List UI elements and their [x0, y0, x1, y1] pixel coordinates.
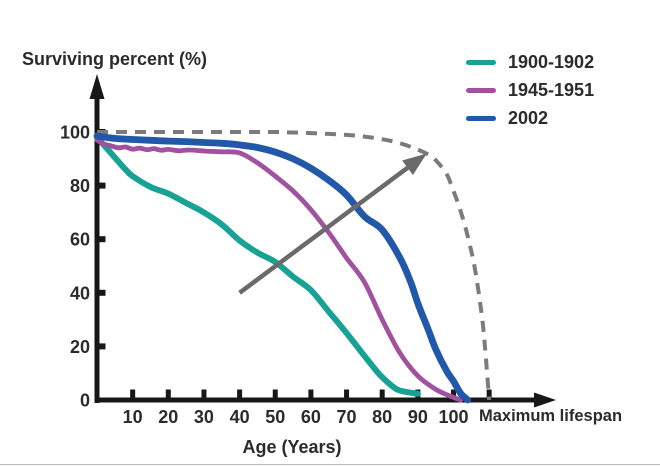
- y-axis-title: Surviving percent (%): [22, 49, 208, 69]
- legend-item-1900-1902: 1900-1902: [466, 48, 594, 76]
- x-tick-label: 70: [337, 407, 357, 427]
- legend-label: 2002: [508, 108, 549, 128]
- x-tick-label: 30: [194, 407, 214, 427]
- x-tick-label: 20: [158, 407, 178, 427]
- x-tick-label: 50: [265, 407, 285, 427]
- x-tick-label: 40: [230, 407, 250, 427]
- x-axis-arrowhead: [534, 392, 556, 408]
- x-tick-label: 100: [438, 407, 468, 427]
- x-tick-label: 10: [123, 407, 143, 427]
- y-axis-arrowhead: [89, 74, 105, 99]
- legend-item-1945-1951: 1945-1951: [466, 76, 594, 104]
- legend-swatch: [466, 115, 496, 121]
- legend-swatch: [466, 87, 496, 93]
- series-curve-1900-1902: [94, 134, 421, 397]
- y-tick-label: 0: [80, 391, 90, 411]
- legend-label: 1945-1951: [508, 80, 595, 100]
- trend-arrow-shaft: [238, 159, 417, 295]
- y-tick-label: 40: [70, 283, 90, 303]
- series-curve-2002: [93, 132, 472, 404]
- series-curve-1945-1951: [94, 137, 463, 403]
- legend-label: 1900-1902: [508, 52, 595, 72]
- x-axis-title: Age (Years): [242, 437, 342, 457]
- y-tick-label: 80: [70, 176, 90, 196]
- legend: 1900-1902 1945-1951 2002: [466, 48, 594, 132]
- legend-item-2002: 2002: [466, 104, 594, 132]
- footer-divider: [0, 463, 660, 465]
- x-tick-label: 80: [372, 407, 392, 427]
- trend-arrow-head: [402, 153, 427, 175]
- max-lifespan-label: Maximum lifespan: [479, 407, 623, 425]
- y-tick-label: 100: [60, 123, 90, 143]
- series-curve-maximum-lifespan: [97, 129, 492, 401]
- y-tick-label: 20: [70, 337, 90, 357]
- y-tick-label: 60: [70, 230, 90, 250]
- x-tick-label: 60: [301, 407, 321, 427]
- legend-swatch: [466, 59, 496, 65]
- x-tick-label: 90: [408, 407, 428, 427]
